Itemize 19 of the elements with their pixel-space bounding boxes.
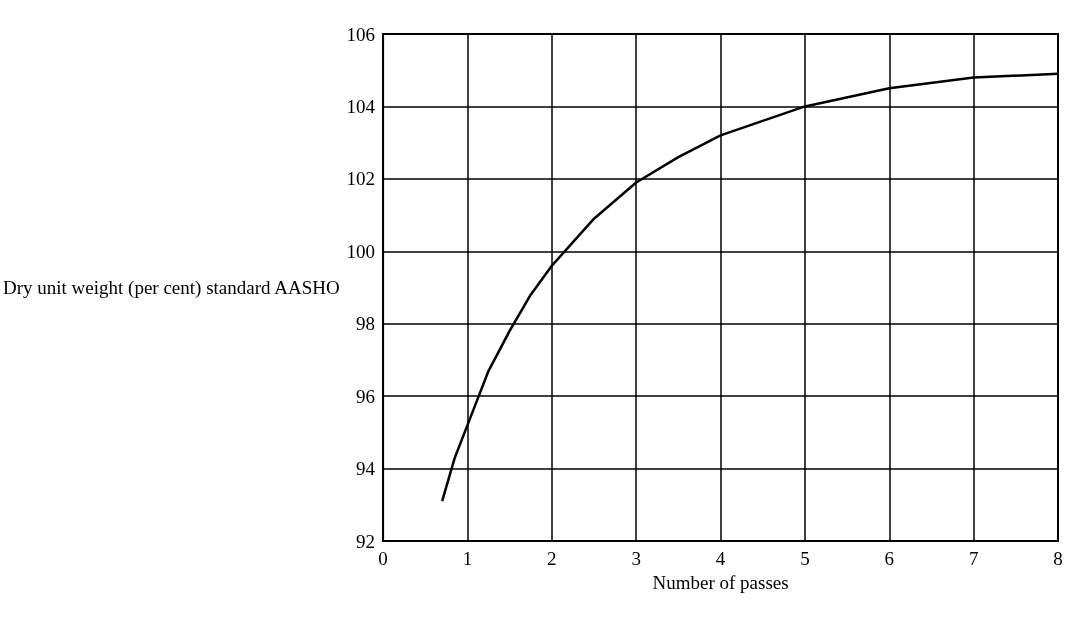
x-tick-label: 1 bbox=[462, 548, 473, 569]
x-tick-label: 5 bbox=[800, 548, 810, 569]
x-tick-label: 4 bbox=[715, 548, 726, 569]
x-tick-label: 8 bbox=[1053, 548, 1063, 569]
y-tick-label: 106 bbox=[346, 23, 376, 45]
y-tick-label: 96 bbox=[356, 385, 376, 407]
y-tick-label: 94 bbox=[356, 458, 376, 480]
x-tick-label: 2 bbox=[547, 548, 557, 569]
x-tick-label: 3 bbox=[631, 548, 641, 569]
y-tick-label: 102 bbox=[346, 168, 376, 190]
y-tick-label: 92 bbox=[356, 530, 376, 552]
y-axis-title: Dry unit weight (per cent) standard AASHO bbox=[3, 277, 340, 299]
x-axis-title: Number of passes bbox=[652, 571, 789, 593]
y-tick-label: 104 bbox=[346, 95, 376, 117]
x-tick-label: 7 bbox=[968, 548, 979, 569]
y-tick-label: 100 bbox=[346, 240, 376, 262]
x-tick-label: 0 bbox=[378, 548, 388, 569]
x-tick-label: 6 bbox=[884, 548, 895, 569]
y-tick-label: 98 bbox=[356, 313, 376, 335]
